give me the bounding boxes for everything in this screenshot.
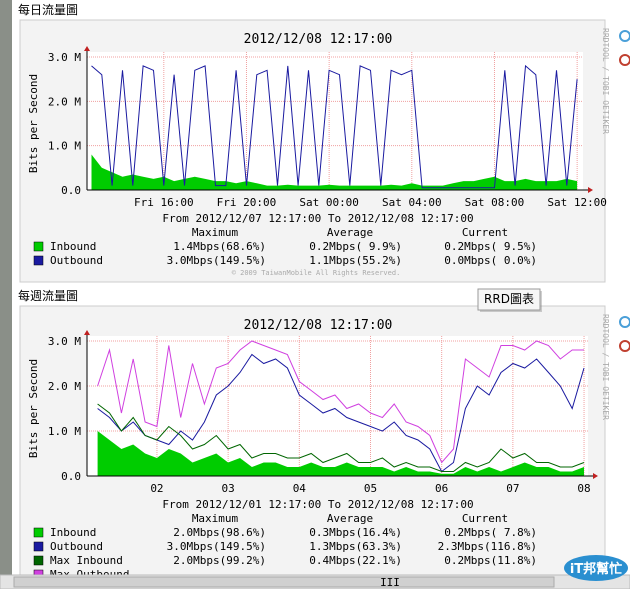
charts: 每日流量圖 2012/12/08 12:17:00 RRDTOOL / TOBI O… xyxy=(18,2,610,589)
x-tick-label: Sat 08:00 xyxy=(465,196,525,209)
y-tick-label: 2.0 M xyxy=(48,95,81,108)
legend-header: Maximum xyxy=(192,512,239,525)
section-title: 每週流量圖 xyxy=(18,288,78,303)
legend-stat: 2.0Mbps(98.6%) xyxy=(173,526,266,539)
legend-stat: 0.3Mbps(16.4%) xyxy=(309,526,402,539)
legend-stat: 1.1Mbps(55.2%) xyxy=(309,254,402,267)
x-tick-label: Fri 16:00 xyxy=(134,196,194,209)
y-axis-label: Bits per Second xyxy=(27,74,40,173)
legend-stat: 0.2Mbps( 7.8%) xyxy=(444,526,537,539)
y-tick-label: 0.0 xyxy=(61,470,81,483)
y-tick-label: 1.0 M xyxy=(48,140,81,153)
legend-stat: 1.3Mbps(63.3%) xyxy=(309,540,402,553)
x-tick-label: 07 xyxy=(506,482,519,495)
copyright: © 2009 TaiwanMobile All Rights Reserved. xyxy=(232,269,401,277)
axis-arrow xyxy=(84,330,90,335)
x-tick-label: 02 xyxy=(150,482,163,495)
legend-stat: 0.2Mbps( 9.5%) xyxy=(444,240,537,253)
legend-stat: 3.0Mbps(149.5%) xyxy=(167,254,266,267)
scrollbar-grip: III xyxy=(380,576,400,589)
x-tick-label: Fri 20:00 xyxy=(217,196,277,209)
legend-header: Current xyxy=(462,512,508,525)
line xyxy=(97,403,585,472)
tooltip: RRD圖表 xyxy=(477,288,542,312)
area xyxy=(91,154,578,190)
tooltip-box xyxy=(477,288,541,311)
legend-swatch xyxy=(33,527,44,538)
scrollbar: III xyxy=(0,574,630,589)
y-tick-label: 0.0 xyxy=(61,184,81,197)
legend-header: Current xyxy=(462,226,508,239)
legend-stat: 3.0Mbps(149.5%) xyxy=(167,540,266,553)
left-strip xyxy=(0,0,12,589)
x-tick-label: 06 xyxy=(435,482,448,495)
y-tick-label: 2.0 M xyxy=(48,380,81,393)
legend-stat: 2.3Mbps(116.8%) xyxy=(438,540,537,553)
section-title: 每日流量圖 xyxy=(18,2,78,17)
area xyxy=(97,431,584,476)
icon[interactable] xyxy=(619,30,630,42)
watermark: RRDTOOL / TOBI OETIKER xyxy=(601,28,610,134)
y-tick-label: 1.0 M xyxy=(48,425,81,438)
chart-title: 2012/12/08 12:17:00 xyxy=(244,32,393,47)
x-tick-label: 03 xyxy=(222,482,235,495)
legend-stat: 2.0Mbps(99.2%) xyxy=(173,554,266,567)
icon[interactable] xyxy=(619,316,630,328)
period: From 2012/12/07 12:17:00 To 2012/12/08 1… xyxy=(162,212,473,225)
x-tick-label: Sat 00:00 xyxy=(299,196,359,209)
axis-arrow xyxy=(588,187,593,193)
legend-stat: 1.4Mbps(68.6%) xyxy=(173,240,266,253)
chart-title: 2012/12/08 12:17:00 xyxy=(244,318,393,333)
watermark: RRDTOOL / TOBI OETIKER xyxy=(601,314,610,420)
side-icons xyxy=(619,30,630,352)
legend-label: Max Inbound xyxy=(50,554,123,567)
y-axis-label: Bits per Second xyxy=(27,359,40,458)
legend-label: Outbound xyxy=(50,540,103,553)
legend-header: Average xyxy=(327,226,373,239)
legend-header: Maximum xyxy=(192,226,239,239)
legend-header: Average xyxy=(327,512,373,525)
period: From 2012/12/01 12:17:00 To 2012/12/08 1… xyxy=(162,498,473,511)
legend-stat: 0.2Mbps(11.8%) xyxy=(444,554,537,567)
y-tick-label: 3.0 M xyxy=(48,335,81,348)
legend-stat: 0.4Mbps(22.1%) xyxy=(309,554,402,567)
legend-swatch xyxy=(33,541,44,552)
legend-label: Inbound xyxy=(50,526,96,539)
x-tick-label: 08 xyxy=(577,482,590,495)
legend-label: Inbound xyxy=(50,240,96,253)
axis-arrow xyxy=(84,46,90,51)
line xyxy=(91,64,578,189)
axis-arrow xyxy=(593,473,598,479)
legend-swatch xyxy=(33,241,44,252)
x-tick-label: 05 xyxy=(364,482,377,495)
icon[interactable] xyxy=(619,54,630,66)
legend-swatch xyxy=(33,255,44,266)
legend-stat: 0.0Mbps( 0.0%) xyxy=(444,254,537,267)
logo-badge xyxy=(564,555,628,581)
scrollbar-thumb[interactable] xyxy=(13,576,555,588)
legend-stat: 0.2Mbps( 9.9%) xyxy=(309,240,402,253)
legend-label: Outbound xyxy=(50,254,103,267)
icon[interactable] xyxy=(619,340,630,352)
x-tick-label: Sat 12:00 xyxy=(547,196,607,209)
tooltip-text: RRD圖表 xyxy=(484,292,534,306)
x-tick-label: 04 xyxy=(293,482,307,495)
line xyxy=(97,340,584,464)
y-tick-label: 3.0 M xyxy=(48,51,81,64)
logo: iT邦幫忙 xyxy=(564,555,628,581)
line xyxy=(97,353,585,473)
legend-swatch xyxy=(33,555,44,566)
x-tick-label: Sat 04:00 xyxy=(382,196,442,209)
logo-text: iT邦幫忙 xyxy=(570,561,622,577)
